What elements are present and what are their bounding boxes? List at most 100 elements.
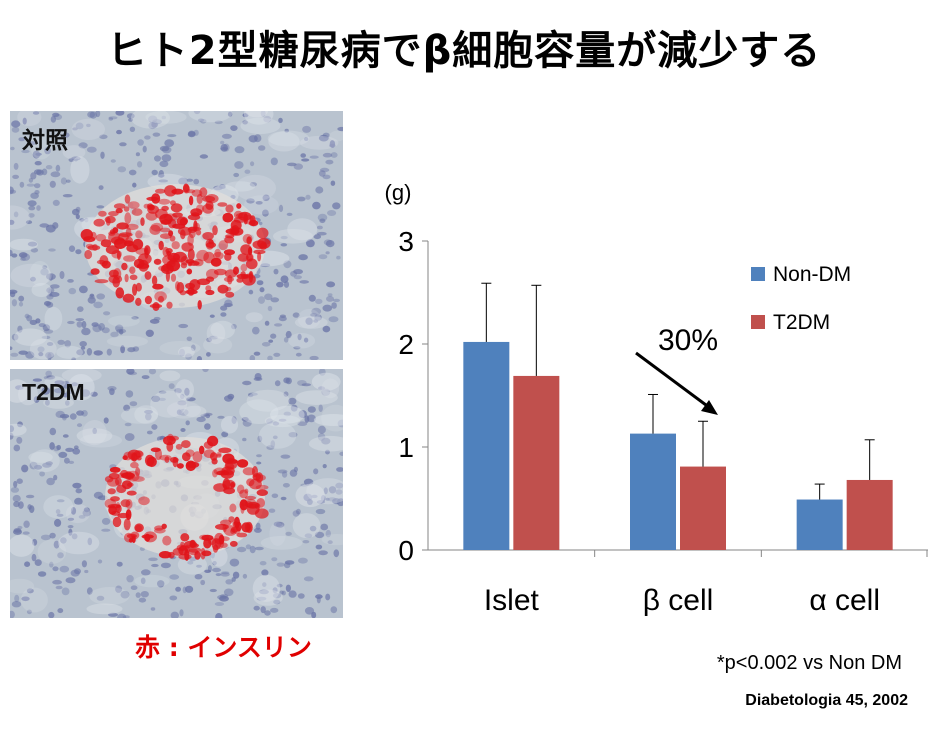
insulin-stain-spot: [255, 484, 269, 490]
nucleus: [206, 337, 213, 343]
nucleus: [309, 155, 319, 159]
nucleus: [298, 410, 307, 419]
tissue-highlight: [178, 346, 195, 358]
insulin-stain-spot: [179, 218, 188, 226]
nucleus: [185, 585, 194, 593]
nucleus: [28, 213, 35, 218]
nucleus: [274, 323, 283, 327]
nucleus: [117, 166, 127, 173]
nucleus: [319, 167, 330, 173]
nucleus: [293, 163, 303, 170]
insulin-stain-spot: [94, 279, 109, 284]
nucleus: [290, 404, 298, 412]
insulin-stain-spot: [248, 220, 259, 227]
nucleus: [325, 593, 331, 601]
tissue-highlight: [295, 483, 325, 508]
insulin-stain-spot: [223, 276, 235, 282]
nucleus: [37, 571, 47, 577]
nucleus: [223, 143, 230, 152]
insulin-stain-spot: [123, 518, 131, 531]
tissue-highlight: [65, 503, 90, 524]
insulin-stain-spot: [202, 232, 214, 240]
x-tick-label: Islet: [484, 584, 540, 617]
nucleus: [317, 425, 326, 434]
nucleus: [46, 273, 56, 280]
insulin-stain-spot: [256, 489, 268, 496]
nucleus: [184, 387, 190, 396]
nucleus: [259, 561, 267, 566]
nucleus: [199, 154, 209, 159]
nucleus: [278, 117, 283, 123]
nucleus: [96, 293, 105, 300]
nucleus: [150, 607, 156, 611]
nucleus: [135, 152, 140, 157]
legend-label: T2DM: [773, 311, 830, 334]
bar-t2dm: [680, 466, 726, 550]
nucleus: [280, 235, 288, 240]
insulin-stain-spot: [85, 243, 94, 249]
nucleus: [249, 182, 257, 187]
nucleus: [186, 336, 192, 342]
nucleus: [86, 587, 93, 595]
nucleus: [10, 186, 14, 195]
nucleus: [321, 388, 331, 396]
nucleus: [103, 417, 109, 424]
nucleus: [330, 152, 338, 158]
insulin-stain-spot: [179, 290, 187, 296]
insulin-stain-spot: [108, 505, 117, 515]
insulin-stain-spot: [230, 482, 235, 488]
tissue-highlight: [288, 333, 316, 349]
nucleus: [196, 564, 202, 568]
nucleus: [144, 135, 151, 140]
nucleus: [283, 260, 292, 269]
insulin-stain-spot: [170, 203, 183, 213]
nucleus: [97, 559, 103, 564]
tissue-highlight: [134, 405, 159, 424]
nucleus: [34, 190, 40, 195]
nucleus: [64, 340, 71, 348]
nucleus: [80, 389, 91, 397]
nucleus: [67, 320, 75, 325]
nucleus: [336, 255, 341, 260]
nucleus: [123, 404, 131, 412]
nucleus: [78, 515, 86, 519]
insulin-stain-spot: [175, 281, 180, 291]
nucleus: [264, 610, 271, 616]
nucleus: [198, 118, 205, 122]
insulin-stain-spot: [179, 545, 190, 551]
insulin-stain-spot: [154, 527, 166, 534]
insulin-stain-spot: [244, 495, 257, 500]
nucleus: [32, 111, 40, 115]
nucleus: [161, 146, 172, 154]
nucleus: [160, 562, 171, 569]
nucleus: [278, 316, 287, 322]
insulin-stain-spot: [115, 287, 125, 299]
nucleus: [119, 142, 127, 147]
nucleus: [131, 316, 139, 320]
nucleus: [303, 493, 313, 502]
insulin-stain-spot: [135, 297, 142, 306]
tissue-highlight: [183, 405, 207, 418]
nucleus: [276, 521, 285, 528]
nucleus: [270, 333, 277, 339]
nucleus: [323, 487, 328, 495]
nucleus: [301, 158, 310, 162]
insulin-stain-spot: [180, 229, 186, 240]
nucleus: [60, 177, 67, 185]
nucleus: [101, 528, 111, 532]
nucleus: [285, 584, 291, 592]
tissue-highlight: [159, 370, 181, 382]
nucleus: [276, 281, 284, 288]
nucleus: [20, 257, 26, 261]
nucleus: [40, 534, 51, 541]
nucleus: [169, 574, 180, 580]
insulin-stain-spot: [127, 201, 140, 209]
nucleus: [84, 569, 89, 574]
nucleus: [304, 137, 309, 141]
insulin-stain-spot: [184, 549, 190, 561]
nucleus: [212, 567, 221, 573]
nucleus: [283, 337, 289, 343]
nucleus: [224, 395, 233, 402]
nucleus: [229, 558, 240, 567]
nucleus: [270, 440, 276, 448]
